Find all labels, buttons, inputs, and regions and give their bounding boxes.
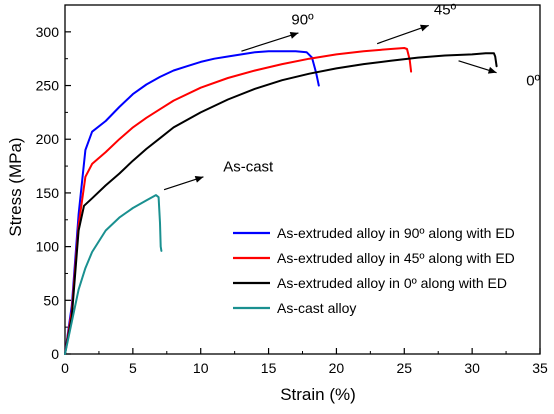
annotation-arrow-shaft [241,32,299,52]
annotation-label: 45º [434,2,457,19]
legend-label-1: As-extruded alloy in 45º along with ED [277,250,515,266]
annotation-arrow-head [487,66,497,74]
x-tick-label: 35 [532,360,548,376]
legend-label-3: As-cast alloy [277,300,356,316]
series-line-0 [64,50,320,355]
x-axis: 0 5 10 15 20 25 30 35 [61,348,548,376]
x-tick-label: 30 [464,360,480,376]
legend-label-2: As-extruded alloy in 0º along with ED [277,275,507,291]
x-tick-label: 5 [129,360,137,376]
legend-label-0: As-extruded alloy in 90º along with ED [277,225,515,241]
annotation-arrow-shaft [376,24,429,45]
y-tick-label: 300 [36,24,60,40]
legend: As-extruded alloy in 90º along with ED As… [228,221,536,326]
y-axis: 0 50 100 150 200 250 300 [36,24,71,362]
y-tick-label: 50 [43,292,59,308]
y-tick-label: 250 [36,78,60,94]
series-line-3 [64,194,163,355]
y-tick-label: 200 [36,131,60,147]
y-tick-label: 100 [36,239,60,255]
x-tick-label: 0 [61,360,69,376]
x-tick-label: 10 [193,360,209,376]
series-layer [64,47,498,355]
x-tick-label: 25 [396,360,412,376]
series-line-1 [64,47,413,355]
annotation-label: 0º [526,73,540,90]
y-axis-title: Stress (MPa) [6,137,25,236]
y-tick-label: 0 [51,346,59,362]
x-tick-label: 20 [329,360,345,376]
annotation-arrow-head [194,175,204,183]
annotation-arrow-head [289,32,299,39]
annotation-label: 90º [291,11,314,28]
annotation-arrow-head [420,24,429,32]
y-tick-label: 150 [36,185,60,201]
annotation-label: As-cast [223,158,274,175]
series-line-2 [64,52,498,355]
x-axis-title: Strain (%) [280,385,356,404]
legend-box [228,221,536,326]
x-tick-label: 15 [261,360,277,376]
annotations: 90º 45º 0º As-cast [223,2,540,176]
annotation-arrows [163,24,497,191]
